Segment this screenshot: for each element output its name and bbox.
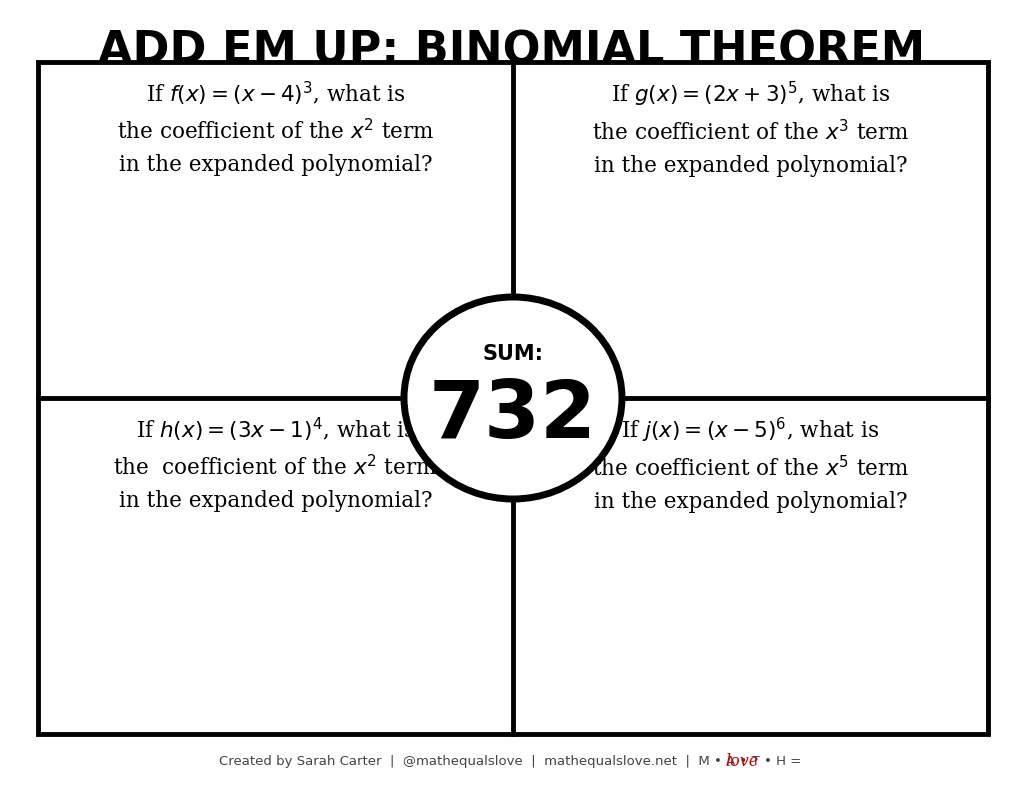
Text: If $h(x) = (3x-1)^4$, what is
the  coefficient of the $x^2$ term
in the expanded: If $h(x) = (3x-1)^4$, what is the coeffi… xyxy=(114,416,437,512)
Text: SUM:: SUM: xyxy=(482,344,544,364)
Text: Created by Sarah Carter  |  @mathequalslove  |  mathequalslove.net  |  M • A • T: Created by Sarah Carter | @mathequalslov… xyxy=(219,756,805,768)
Ellipse shape xyxy=(404,297,622,499)
Text: love: love xyxy=(725,752,758,770)
Text: If $j(x) = (x-5)^6$, what is
the coefficient of the $x^5$ term
in the expanded p: If $j(x) = (x-5)^6$, what is the coeffic… xyxy=(592,416,909,513)
Bar xyxy=(38,62,988,734)
Text: ADD EM UP: BINOMIAL THEOREM: ADD EM UP: BINOMIAL THEOREM xyxy=(98,30,926,73)
Text: 732: 732 xyxy=(429,377,597,455)
Text: If $f(x) = (x-4)^3$, what is
the coefficient of the $x^2$ term
in the expanded p: If $f(x) = (x-4)^3$, what is the coeffic… xyxy=(117,80,434,176)
Text: If $g(x) = (2x+3)^5$, what is
the coefficient of the $x^3$ term
in the expanded : If $g(x) = (2x+3)^5$, what is the coeffi… xyxy=(592,80,909,177)
